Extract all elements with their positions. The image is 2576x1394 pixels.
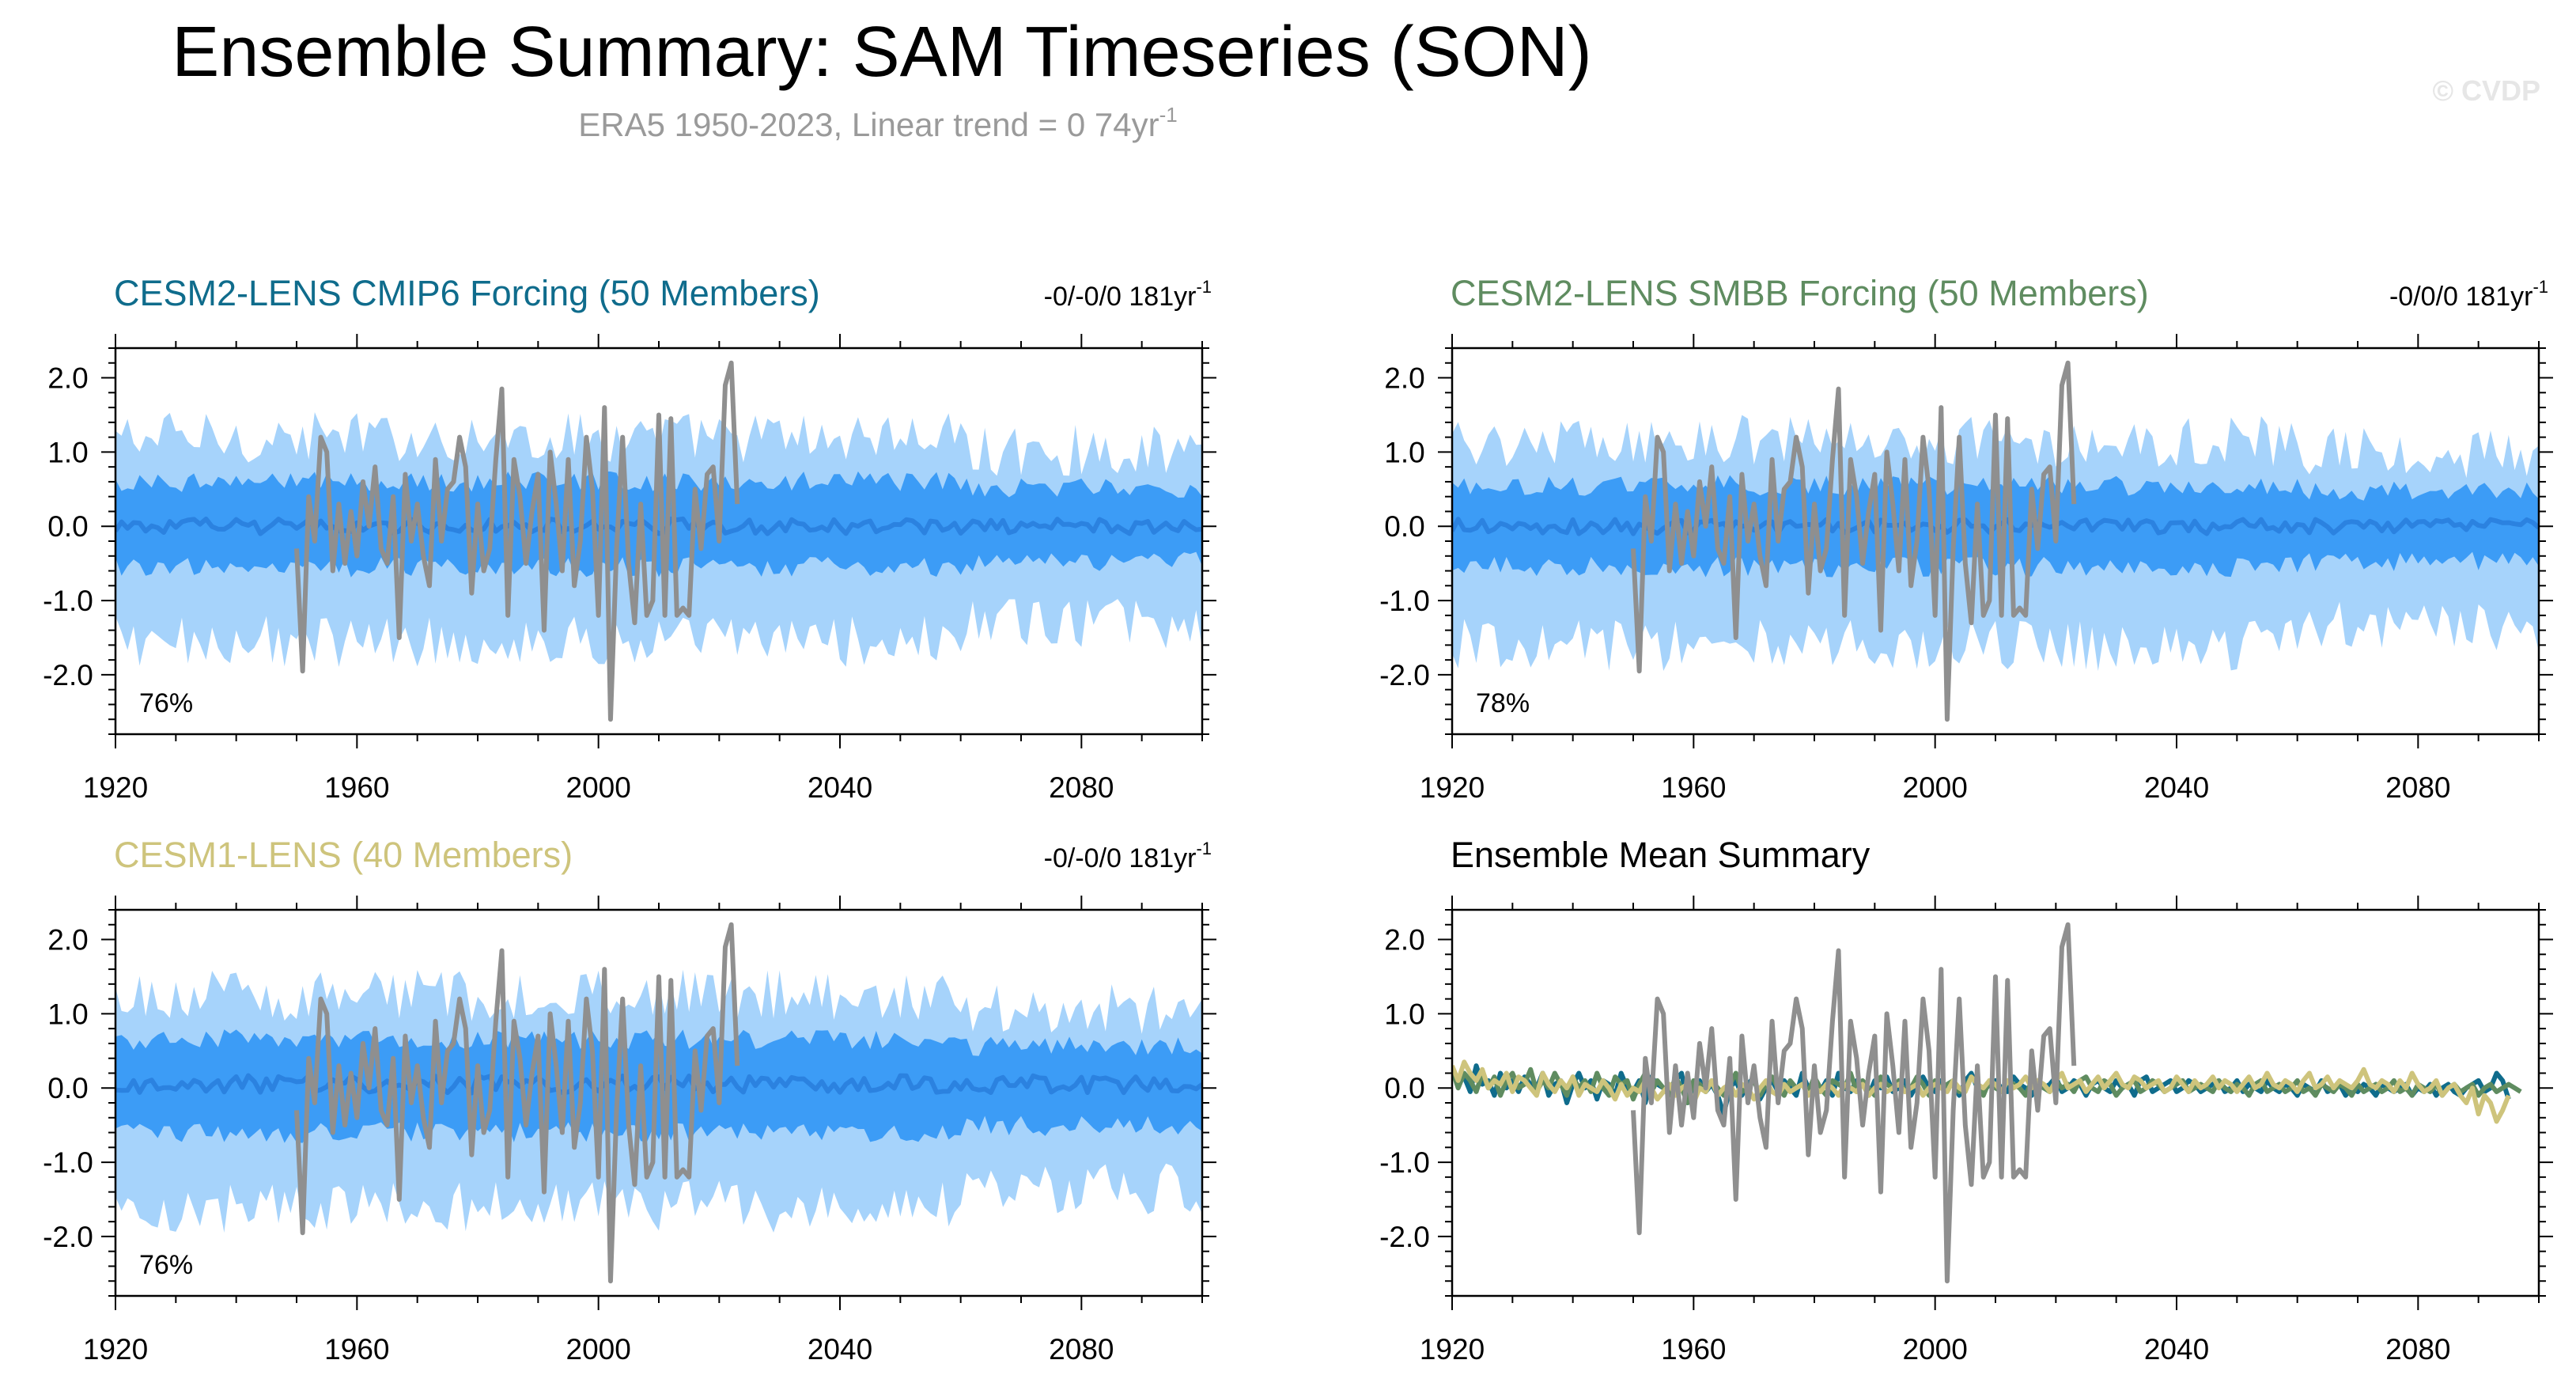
y-tick-label: 0.0 (1384, 1072, 1424, 1104)
trend-label-sup: -1 (1196, 839, 1212, 858)
panel-title-smbb: CESM2-LENS SMBB Forcing (50 Members) (1451, 273, 2149, 313)
percent-label-smbb: 78% (1476, 688, 1530, 718)
era5-line-cmip6 (294, 360, 740, 722)
y-tick-label: -2.0 (43, 659, 93, 691)
y-tick-label: 1.0 (1384, 998, 1424, 1030)
y-tick-label: 2.0 (47, 362, 88, 395)
y-tick-label: 1.0 (1384, 436, 1424, 468)
x-tick-label: 1960 (1661, 771, 1726, 804)
trend-label-text: -0/0/0 181yr (2389, 282, 2532, 312)
trend-label-text: -0/-0/0 181yr (1044, 843, 1197, 873)
chart-panels: 2.0 1.0 0.0 -1.0 -2.0 1920 1960 2000 2040 2080 CES… (43, 273, 2553, 1366)
trend-label-sup: -1 (2532, 277, 2548, 297)
plot-frame-mean (1451, 908, 2540, 1297)
y-tick-label: -1.0 (43, 585, 93, 617)
panel-title-mean: Ensemble Mean Summary (1451, 835, 1871, 875)
y-tick-label: -1.0 (43, 1146, 93, 1179)
x-tick-label: 1960 (324, 1333, 389, 1366)
percent-label-cesm1: 76% (139, 1250, 193, 1280)
ensemble-mean-line-cmip6 (115, 516, 1202, 536)
panel-title-cmip6: CESM2-LENS CMIP6 Forcing (50 Members) (114, 273, 820, 313)
x-tick-label: 1960 (324, 771, 389, 804)
percent-label-cmip6: 76% (139, 688, 193, 718)
trend-label-cesm1: -0/-0/0 181yr-1 (1044, 839, 1212, 873)
watermark: © CVDP (2432, 74, 2540, 107)
x-tick-label: 1920 (83, 1333, 148, 1366)
x-tick-label: 2080 (1049, 771, 1114, 804)
x-tick-label: 2040 (808, 771, 872, 804)
trend-label-cmip6: -0/-0/0 181yr-1 (1044, 277, 1212, 312)
panel-cmip6: 2.0 1.0 0.0 -1.0 -2.0 1920 1960 2000 2040 2080 CES… (43, 273, 1216, 804)
era5-line-mean (1631, 922, 2077, 1284)
x-tick-label: 2040 (808, 1333, 872, 1366)
y-tick-label: -2.0 (43, 1221, 93, 1253)
x-tick-label: 1920 (1420, 1333, 1485, 1366)
figure-subtitle-sup: -1 (1159, 103, 1178, 127)
y-tick-label: -2.0 (1379, 659, 1430, 691)
ensemble-mean-line-cesm1 (115, 1073, 1202, 1096)
panel-title-cesm1: CESM1-LENS (40 Members) (114, 835, 573, 875)
x-tick-label: 2000 (566, 771, 631, 804)
x-tick-label: 2040 (2144, 771, 2209, 804)
x-tick-label: 2080 (1049, 1333, 1114, 1366)
figure-title: Ensemble Summary: SAM Timeseries (SON) (172, 13, 1591, 92)
plot-area-smbb (1452, 360, 2539, 722)
y-tick-label: -2.0 (1379, 1221, 1430, 1253)
figure-subtitle-text: ERA5 1950-2023, Linear trend = 0 74yr (578, 106, 1159, 143)
x-tick-label: 2000 (1903, 771, 1968, 804)
figure-subtitle: ERA5 1950-2023, Linear trend = 0 74yr-1 (578, 103, 1177, 143)
y-tick-label: 0.0 (47, 510, 88, 543)
y-tick-label: 1.0 (47, 998, 88, 1030)
x-tick-label: 2040 (2144, 1333, 2209, 1366)
y-tick-label: 2.0 (47, 924, 88, 956)
plot-area-cesm1 (115, 922, 1202, 1284)
panel-cesm1: 2.0 1.0 0.0 -1.0 -2.0 1920 1960 2000 2040 2080 CES… (43, 835, 1216, 1366)
ensemble-mean-line-smbb (1452, 517, 2539, 536)
y-tick-label: 0.0 (47, 1072, 88, 1104)
x-tick-label: 2080 (2385, 771, 2450, 804)
y-tick-label: 0.0 (1384, 510, 1424, 543)
y-tick-label: 1.0 (47, 436, 88, 468)
era5-line-smbb (1631, 360, 2077, 722)
y-tick-label: -1.0 (1379, 585, 1430, 617)
panel-mean: 2.0 1.0 0.0 -1.0 -2.0 1920 1960 2000 2040 2080 Ens… (1379, 835, 2553, 1366)
x-tick-label: 2000 (1903, 1333, 1968, 1366)
era5-line-cesm1 (294, 922, 740, 1284)
panel-smbb: 2.0 1.0 0.0 -1.0 -2.0 1920 1960 2000 2040 2080 CES… (1379, 273, 2553, 804)
plot-area-cmip6 (115, 360, 1202, 722)
x-tick-label: 1920 (1420, 771, 1485, 804)
x-tick-label: 1960 (1661, 1333, 1726, 1366)
y-tick-label: 2.0 (1384, 924, 1424, 956)
trend-label-text: -0/-0/0 181yr (1044, 282, 1197, 312)
y-tick-label: 2.0 (1384, 362, 1424, 395)
x-tick-label: 2080 (2385, 1333, 2450, 1366)
trend-label-smbb: -0/0/0 181yr-1 (2389, 277, 2548, 312)
trend-label-sup: -1 (1196, 277, 1212, 297)
x-tick-label: 1920 (83, 771, 148, 804)
plot-area-mean (1452, 922, 2522, 1284)
y-tick-label: -1.0 (1379, 1146, 1430, 1179)
x-tick-label: 2000 (566, 1333, 631, 1366)
